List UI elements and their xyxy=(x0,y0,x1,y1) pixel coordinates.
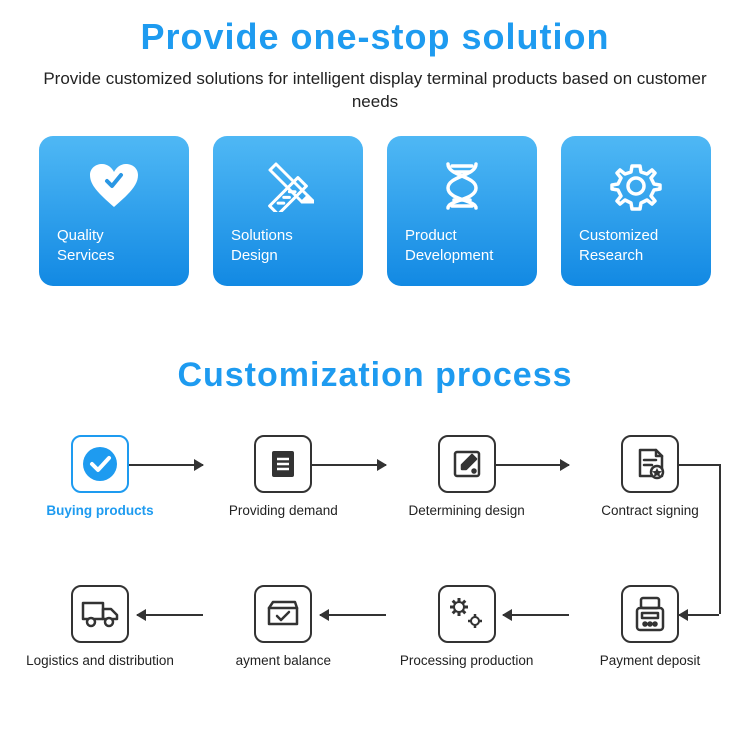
gear-icon xyxy=(610,156,662,216)
card-machine-icon xyxy=(621,585,679,643)
card-label: Solutions Design xyxy=(225,226,351,267)
wallet-check-icon xyxy=(254,585,312,643)
step-label: Contract signing xyxy=(601,503,699,518)
process-flow: Buying products Providing demand Determi… xyxy=(25,435,725,705)
ruler-pencil-icon xyxy=(262,156,314,216)
flow-row-bottom: Logistics and distribution ayment balanc… xyxy=(25,585,725,668)
pencil-square-icon xyxy=(438,435,496,493)
step-label: Processing production xyxy=(400,653,534,668)
step-determining-design: Determining design xyxy=(392,435,542,518)
step-logistics: Logistics and distribution xyxy=(25,585,175,668)
card-quality-services: Quality Services xyxy=(39,136,189,286)
card-label: Quality Services xyxy=(51,226,177,267)
gears-icon xyxy=(438,585,496,643)
step-processing-production: Processing production xyxy=(392,585,542,668)
section2-title: Customization process xyxy=(0,356,750,395)
step-payment-deposit: Payment deposit xyxy=(575,585,725,668)
step-providing-demand: Providing demand xyxy=(208,435,358,518)
main-title: Provide one-stop solution xyxy=(0,16,750,58)
step-label: Logistics and distribution xyxy=(26,653,174,668)
flow-row-top: Buying products Providing demand Determi… xyxy=(25,435,725,518)
step-label: Providing demand xyxy=(229,503,338,518)
check-circle-icon xyxy=(71,435,129,493)
feature-cards-row: Quality Services Solutions Design xyxy=(0,136,750,286)
step-buying-products: Buying products xyxy=(25,435,175,518)
contract-star-icon xyxy=(621,435,679,493)
card-solutions-design: Solutions Design xyxy=(213,136,363,286)
truck-icon xyxy=(71,585,129,643)
step-contract-signing: Contract signing xyxy=(575,435,725,518)
card-customized-research: Customized Research xyxy=(561,136,711,286)
card-product-development: Product Development xyxy=(387,136,537,286)
card-label: Product Development xyxy=(399,226,525,267)
heart-check-icon xyxy=(88,156,140,216)
step-payment-balance: ayment balance xyxy=(208,585,358,668)
document-lines-icon xyxy=(254,435,312,493)
step-label: Determining design xyxy=(409,503,525,518)
step-label: ayment balance xyxy=(236,653,331,668)
dna-icon xyxy=(440,156,484,216)
main-subtitle: Provide customized solutions for intelli… xyxy=(0,68,750,136)
step-label: Payment deposit xyxy=(600,653,701,668)
step-label: Buying products xyxy=(46,503,153,518)
card-label: Customized Research xyxy=(573,226,699,267)
